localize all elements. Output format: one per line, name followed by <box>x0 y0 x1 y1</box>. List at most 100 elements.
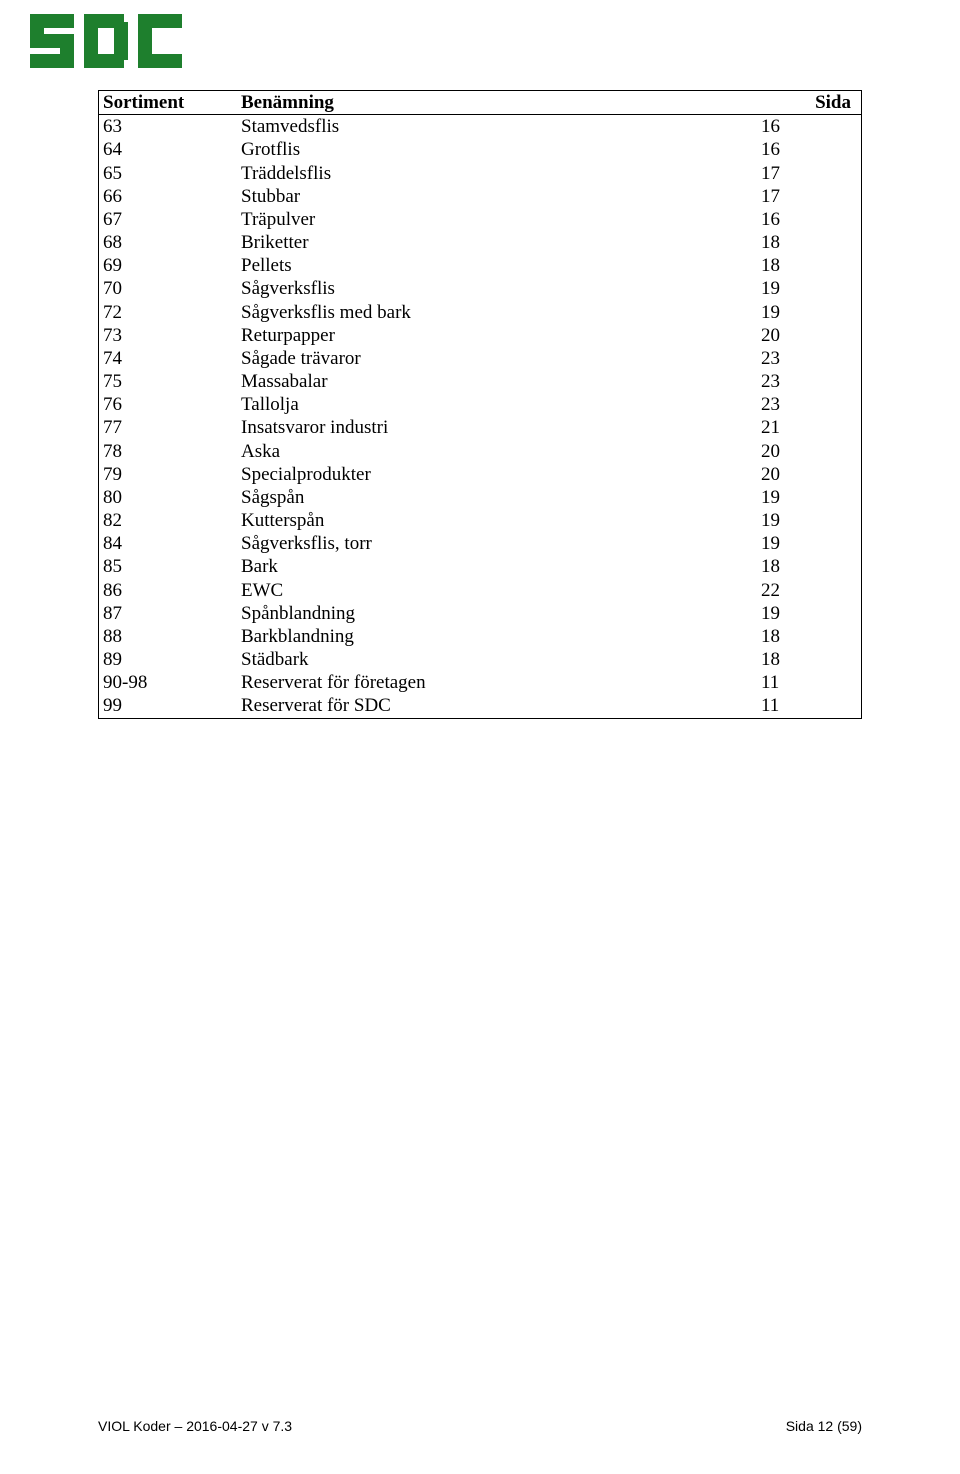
cell-code: 70 <box>99 277 238 300</box>
table-row: 77Insatsvaror industri21 <box>99 416 862 439</box>
cell-name: EWC <box>237 579 757 602</box>
cell-page: 18 <box>757 555 862 578</box>
footer-left: VIOL Koder – 2016-04-27 v 7.3 <box>98 1418 292 1434</box>
table-row: 66Stubbar17 <box>99 185 862 208</box>
table-row: 73Returpapper20 <box>99 324 862 347</box>
cell-code: 80 <box>99 486 238 509</box>
cell-code: 74 <box>99 347 238 370</box>
table-row: 79Specialprodukter20 <box>99 463 862 486</box>
cell-code: 86 <box>99 579 238 602</box>
table-row: 99Reserverat för SDC11 <box>99 694 862 718</box>
cell-code: 82 <box>99 509 238 532</box>
cell-code: 63 <box>99 115 238 139</box>
cell-code: 77 <box>99 416 238 439</box>
cell-code: 76 <box>99 393 238 416</box>
cell-name: Sågverksflis, torr <box>237 532 757 555</box>
cell-page: 20 <box>757 463 862 486</box>
cell-code: 67 <box>99 208 238 231</box>
cell-page: 19 <box>757 532 862 555</box>
cell-name: Träddelsflis <box>237 162 757 185</box>
cell-code: 65 <box>99 162 238 185</box>
cell-page: 17 <box>757 162 862 185</box>
cell-page: 22 <box>757 579 862 602</box>
cell-page: 16 <box>757 138 862 161</box>
cell-code: 73 <box>99 324 238 347</box>
cell-page: 19 <box>757 486 862 509</box>
cell-name: Spånblandning <box>237 602 757 625</box>
table-row: 64Grotflis16 <box>99 138 862 161</box>
table-row: 88Barkblandning18 <box>99 625 862 648</box>
cell-code: 75 <box>99 370 238 393</box>
table-row: 86EWC22 <box>99 579 862 602</box>
table-row: 74Sågade trävaror23 <box>99 347 862 370</box>
sortiment-table: Sortiment Benämning Sida 63Stamvedsflis1… <box>98 90 862 719</box>
cell-page: 23 <box>757 347 862 370</box>
table-row: 76Tallolja23 <box>99 393 862 416</box>
table-row: 72Sågverksflis med bark19 <box>99 301 862 324</box>
table-row: 82Kutterspån19 <box>99 509 862 532</box>
cell-name: Aska <box>237 440 757 463</box>
cell-page: 21 <box>757 416 862 439</box>
cell-name: Insatsvaror industri <box>237 416 757 439</box>
cell-page: 16 <box>757 115 862 139</box>
table-row: 80Sågspån19 <box>99 486 862 509</box>
cell-page: 18 <box>757 625 862 648</box>
cell-code: 88 <box>99 625 238 648</box>
cell-page: 19 <box>757 509 862 532</box>
table-row: 63Stamvedsflis16 <box>99 115 862 139</box>
cell-name: Reserverat för företagen <box>237 671 757 694</box>
page: Sortiment Benämning Sida 63Stamvedsflis1… <box>0 0 960 1474</box>
cell-code: 87 <box>99 602 238 625</box>
table-row: 69Pellets18 <box>99 254 862 277</box>
header-code: Sortiment <box>99 91 238 115</box>
cell-name: Massabalar <box>237 370 757 393</box>
cell-name: Specialprodukter <box>237 463 757 486</box>
cell-page: 19 <box>757 301 862 324</box>
logo <box>30 14 190 73</box>
cell-code: 68 <box>99 231 238 254</box>
table-row: 85Bark18 <box>99 555 862 578</box>
cell-code: 79 <box>99 463 238 486</box>
cell-name: Grotflis <box>237 138 757 161</box>
cell-code: 66 <box>99 185 238 208</box>
cell-page: 16 <box>757 208 862 231</box>
table-header-row: Sortiment Benämning Sida <box>99 91 862 115</box>
cell-name: Träpulver <box>237 208 757 231</box>
footer-right: Sida 12 (59) <box>786 1418 862 1434</box>
cell-code: 90-98 <box>99 671 238 694</box>
cell-page: 11 <box>757 671 862 694</box>
cell-name: Sågade trävaror <box>237 347 757 370</box>
cell-page: 20 <box>757 324 862 347</box>
cell-name: Briketter <box>237 231 757 254</box>
cell-code: 84 <box>99 532 238 555</box>
cell-page: 17 <box>757 185 862 208</box>
cell-code: 89 <box>99 648 238 671</box>
cell-code: 64 <box>99 138 238 161</box>
cell-page: 18 <box>757 648 862 671</box>
cell-page: 11 <box>757 694 862 718</box>
cell-name: Kutterspån <box>237 509 757 532</box>
cell-page: 18 <box>757 254 862 277</box>
table-row: 70Sågverksflis19 <box>99 277 862 300</box>
cell-code: 85 <box>99 555 238 578</box>
page-footer: VIOL Koder – 2016-04-27 v 7.3 Sida 12 (5… <box>98 1418 862 1434</box>
cell-name: Bark <box>237 555 757 578</box>
header-page: Sida <box>757 91 862 115</box>
header-name: Benämning <box>237 91 757 115</box>
cell-name: Barkblandning <box>237 625 757 648</box>
cell-page: 18 <box>757 231 862 254</box>
cell-name: Sågverksflis <box>237 277 757 300</box>
cell-name: Pellets <box>237 254 757 277</box>
table-row: 67Träpulver16 <box>99 208 862 231</box>
table-row: 87Spånblandning19 <box>99 602 862 625</box>
table-row: 89Städbark18 <box>99 648 862 671</box>
sdc-logo-icon <box>30 14 190 68</box>
cell-name: Stubbar <box>237 185 757 208</box>
cell-page: 19 <box>757 277 862 300</box>
cell-name: Returpapper <box>237 324 757 347</box>
table-row: 68Briketter18 <box>99 231 862 254</box>
cell-name: Städbark <box>237 648 757 671</box>
cell-name: Stamvedsflis <box>237 115 757 139</box>
cell-code: 69 <box>99 254 238 277</box>
cell-code: 99 <box>99 694 238 718</box>
